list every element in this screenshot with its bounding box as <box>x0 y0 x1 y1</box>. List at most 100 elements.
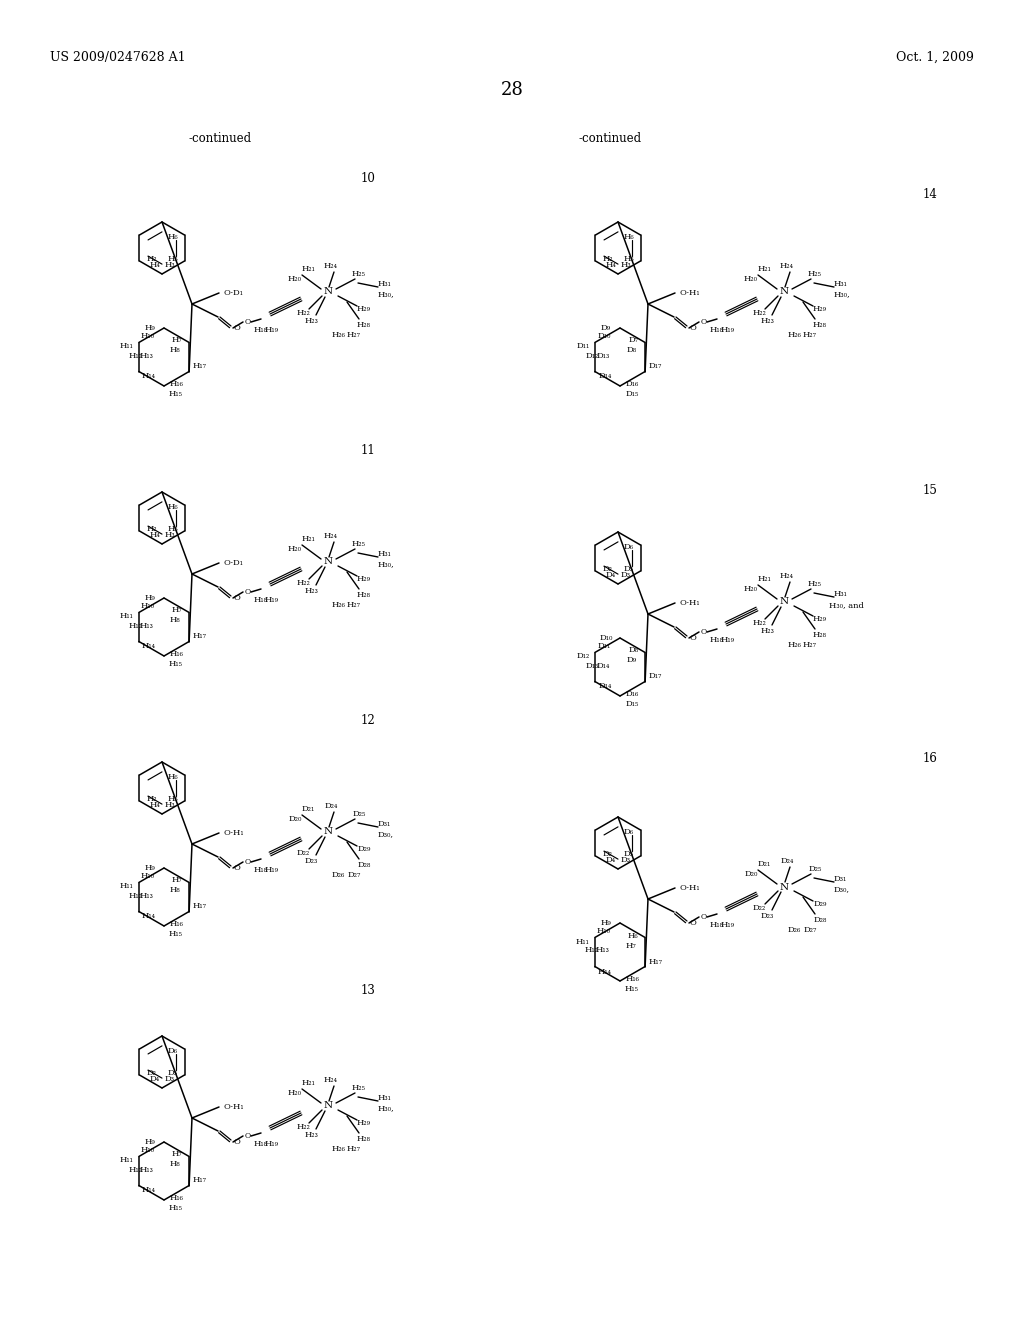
Text: D₁₂: D₁₂ <box>586 351 598 359</box>
Text: D₁₄: D₁₄ <box>598 682 611 690</box>
Text: H₁₈: H₁₈ <box>710 921 724 929</box>
Text: H₁₇: H₁₇ <box>193 903 206 911</box>
Text: H₁₆: H₁₆ <box>169 1195 183 1203</box>
Text: H₁₅: H₁₅ <box>169 1204 183 1212</box>
Text: O: O <box>245 1133 251 1140</box>
Text: 28: 28 <box>501 81 523 99</box>
Text: O: O <box>701 318 707 326</box>
Text: H₁₀: H₁₀ <box>141 333 155 341</box>
Text: H₂₈: H₂₈ <box>357 1135 371 1143</box>
Text: H₂₆: H₂₆ <box>331 601 345 609</box>
Text: H₂₂: H₂₂ <box>752 309 766 317</box>
Text: H₂₂: H₂₂ <box>752 619 766 627</box>
Text: O-H₁: O-H₁ <box>223 1104 245 1111</box>
Text: H₇: H₇ <box>172 1151 182 1159</box>
Text: H₄: H₄ <box>605 261 616 269</box>
Text: H₂₄: H₂₄ <box>780 572 794 579</box>
Text: H₁₃: H₁₃ <box>140 1166 154 1173</box>
Text: US 2009/0247628 A1: US 2009/0247628 A1 <box>50 50 185 63</box>
Text: H₁₁: H₁₁ <box>120 1156 134 1164</box>
Text: O: O <box>689 323 696 333</box>
Text: H₂₆: H₂₆ <box>331 331 345 339</box>
Text: H₁₇: H₁₇ <box>193 363 206 371</box>
Text: H₂₃: H₂₃ <box>304 317 317 325</box>
Text: 16: 16 <box>923 751 937 764</box>
Text: D₆: D₆ <box>168 1047 177 1055</box>
Text: D₅: D₅ <box>168 1069 177 1077</box>
Text: H₁₁: H₁₁ <box>575 937 590 945</box>
Text: O: O <box>701 913 707 921</box>
Text: H₂₄: H₂₄ <box>780 261 794 271</box>
Text: D₂₂: D₂₂ <box>753 904 766 912</box>
Text: D₅: D₅ <box>624 565 634 573</box>
Text: O-D₁: O-D₁ <box>224 558 244 568</box>
Text: H₂₁: H₂₁ <box>301 265 315 273</box>
Text: H₂₉: H₂₉ <box>813 305 827 313</box>
Text: D₂: D₂ <box>146 1069 157 1077</box>
Text: O: O <box>689 919 696 927</box>
Text: H₂₄: H₂₄ <box>324 1076 338 1084</box>
Text: H₂₅: H₂₅ <box>808 271 822 279</box>
Text: D₂₄: D₂₄ <box>780 857 794 865</box>
Text: D₁₁: D₁₁ <box>577 342 590 351</box>
Text: H₉: H₉ <box>144 865 156 873</box>
Text: H₉: H₉ <box>601 919 611 927</box>
Text: H₆: H₆ <box>167 503 178 511</box>
Text: D₂₁: D₂₁ <box>301 805 314 813</box>
Text: H₃: H₃ <box>621 261 632 269</box>
Text: H₁₄: H₁₄ <box>142 1187 156 1195</box>
Text: D₁₀: D₁₀ <box>597 333 610 341</box>
Text: O-H₁: O-H₁ <box>680 884 700 892</box>
Text: H₁₈: H₁₈ <box>710 326 724 334</box>
Text: D₂₆: D₂₆ <box>332 871 345 879</box>
Text: D₂₂: D₂₂ <box>296 849 309 857</box>
Text: O: O <box>245 318 251 326</box>
Text: H₁₇: H₁₇ <box>193 1176 206 1184</box>
Text: H₃: H₃ <box>165 261 175 269</box>
Text: H₂₂: H₂₂ <box>296 309 310 317</box>
Text: D₁₃: D₁₃ <box>586 661 598 669</box>
Text: H₃₁: H₃₁ <box>377 1094 391 1102</box>
Text: H₁₂: H₁₂ <box>129 1166 142 1173</box>
Text: D₁₄: D₁₄ <box>596 661 609 669</box>
Text: H₂₇: H₂₇ <box>347 1144 361 1152</box>
Text: D₄: D₄ <box>150 1074 160 1082</box>
Text: H₂₁: H₂₁ <box>757 265 771 273</box>
Text: H₆: H₆ <box>167 234 178 242</box>
Text: N: N <box>324 557 333 566</box>
Text: 14: 14 <box>923 189 937 202</box>
Text: D₃: D₃ <box>621 572 631 579</box>
Text: D₂₃: D₂₃ <box>761 912 773 920</box>
Text: O: O <box>701 628 707 636</box>
Text: H₂₅: H₂₅ <box>352 540 366 548</box>
Text: D₂₉: D₂₉ <box>357 845 371 853</box>
Text: D₅: D₅ <box>624 850 634 858</box>
Text: D₇: D₇ <box>628 337 638 345</box>
Text: H₇: H₇ <box>172 606 182 615</box>
Text: H₁₂: H₁₂ <box>129 622 142 630</box>
Text: H₁₇: H₁₇ <box>648 957 663 965</box>
Text: H₄: H₄ <box>150 531 161 539</box>
Text: H₁₃: H₁₃ <box>140 891 154 899</box>
Text: H₂₅: H₂₅ <box>808 579 822 587</box>
Text: N: N <box>324 828 333 837</box>
Text: D₆: D₆ <box>624 543 634 550</box>
Text: H₂₇: H₂₇ <box>803 331 817 339</box>
Text: D₂₀: D₂₀ <box>289 814 302 822</box>
Text: H₉: H₉ <box>144 323 156 333</box>
Text: D₄: D₄ <box>606 855 616 865</box>
Text: H₂₁: H₂₁ <box>757 576 771 583</box>
Text: H₃: H₃ <box>165 531 175 539</box>
Text: H₂₂: H₂₂ <box>296 579 310 587</box>
Text: O-H₁: O-H₁ <box>223 829 245 837</box>
Text: H₂₁: H₂₁ <box>301 1078 315 1086</box>
Text: H₄: H₄ <box>150 261 161 269</box>
Text: D₂₉: D₂₉ <box>813 900 826 908</box>
Text: D₁₂: D₁₂ <box>577 652 590 660</box>
Text: D₂₈: D₂₈ <box>357 861 371 869</box>
Text: H₁₃: H₁₃ <box>596 946 610 954</box>
Text: H₁₂: H₁₂ <box>129 891 142 899</box>
Text: H₃: H₃ <box>165 801 175 809</box>
Text: H₃₁: H₃₁ <box>377 280 391 288</box>
Text: H₆: H₆ <box>628 932 638 940</box>
